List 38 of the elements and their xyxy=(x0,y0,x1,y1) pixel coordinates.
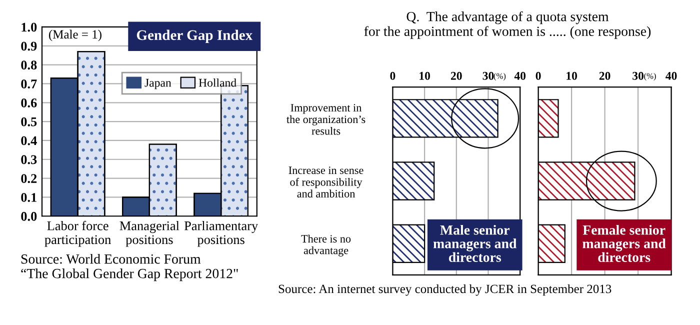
x-tick-label: 10 xyxy=(420,72,430,80)
x-tick-label: Managerial positions xyxy=(120,220,180,247)
x-tick-label: 40 xyxy=(514,72,526,80)
y-tick-label: 0.1 xyxy=(21,193,36,202)
x-tick-label: Labor force participation xyxy=(44,220,111,247)
source-note: Source: World Economic Forum “The Global Gender Gap Report 2012" xyxy=(21,254,238,282)
chart-title: Gender Gap Index xyxy=(136,30,253,44)
legend-label: Japan xyxy=(144,78,172,90)
x-tick-label: 20 xyxy=(450,72,462,80)
y-tick-label: 0.3 xyxy=(21,155,37,164)
x-tick-label: 40 xyxy=(666,72,677,80)
y-tick-label: 0.2 xyxy=(21,174,37,184)
y-tick-label: Improvement in the organization’s results xyxy=(286,104,366,135)
x-tick-label: 0 xyxy=(536,72,541,80)
x-tick-label: Parliamentary positions xyxy=(184,220,258,247)
x-tick-label: 20 xyxy=(599,72,610,80)
y-tick-label: 0.4 xyxy=(21,136,37,146)
annotation: Male senior managers and directors xyxy=(433,224,517,262)
y-tick-label: 0.5 xyxy=(21,117,37,126)
annotation: Female senior managers and directors xyxy=(582,224,666,262)
x-tick-label: 30 xyxy=(482,72,494,80)
source-note: Source: An internet survey conducted by JCER in September 2013 xyxy=(278,284,612,296)
y-tick-label: 0.6 xyxy=(21,98,37,108)
y-tick-label: 0.0 xyxy=(21,212,37,221)
x-tick-label: 10 xyxy=(566,72,578,80)
chart-title: Q. The advantage of a quota system for the appointment of women is ..... (one response) xyxy=(364,11,651,39)
legend-label: Holland xyxy=(198,78,236,87)
y-tick-label: 0.7 xyxy=(21,80,37,88)
x-tick-label: 30 xyxy=(632,72,644,80)
y-tick-label: There is no advantage xyxy=(301,234,351,256)
y-tick-label: 0.8 xyxy=(21,60,37,70)
y-tick-label: Increase in sense of responsibility and ambition xyxy=(288,166,364,198)
annotation: (Male = 1) xyxy=(48,30,102,42)
y-tick-label: 0.9 xyxy=(21,42,37,51)
x-tick-label: 0 xyxy=(390,72,396,80)
x-axis-title: (%) xyxy=(644,72,656,81)
x-axis-title: (%) xyxy=(494,72,506,81)
y-tick-label: 1.0 xyxy=(22,22,37,32)
